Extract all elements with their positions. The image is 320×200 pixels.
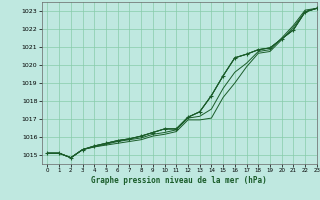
X-axis label: Graphe pression niveau de la mer (hPa): Graphe pression niveau de la mer (hPa) <box>91 176 267 185</box>
